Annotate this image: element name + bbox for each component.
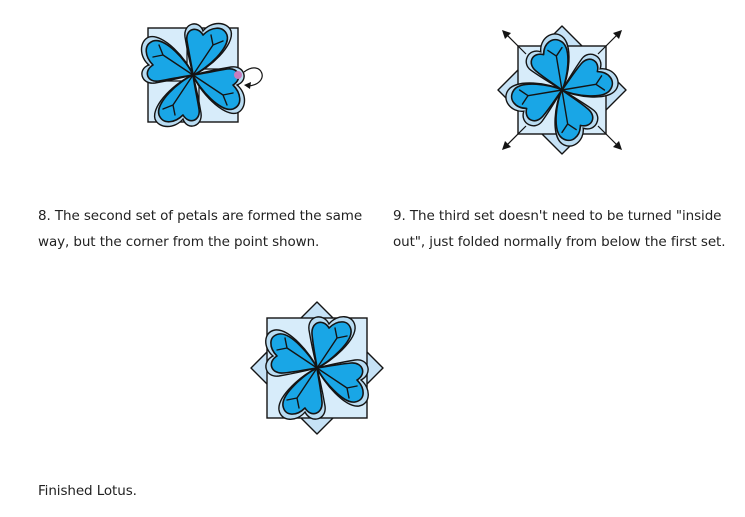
step-8-diagram: [140, 22, 263, 128]
finished-caption: Finished Lotus.: [38, 483, 137, 499]
fold-point-marker: [234, 71, 242, 79]
curved-arrow-icon: [243, 67, 263, 87]
finished-lotus-diagram: [250, 301, 384, 435]
step-8-caption: 8. The second set of petals are formed t…: [38, 208, 363, 250]
step-9-diagram: [497, 25, 627, 155]
step-9-caption: 9. The third set doesn't need to be turn…: [393, 208, 726, 250]
outward-arrows-icon: [502, 30, 622, 150]
